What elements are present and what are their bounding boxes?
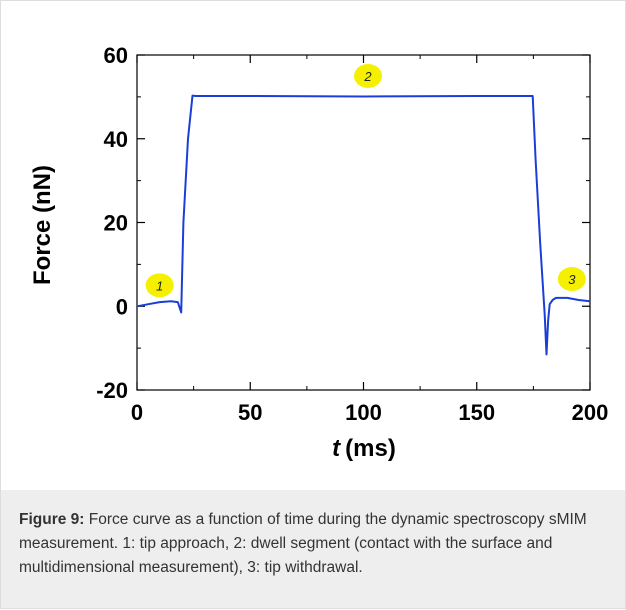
y-tick-label: 40 xyxy=(104,127,128,152)
segment-marker-label: 2 xyxy=(363,69,372,84)
x-tick-label: 0 xyxy=(131,400,143,425)
x-tick-label: 200 xyxy=(572,400,609,425)
y-tick-label: 0 xyxy=(116,294,128,319)
y-axis-title: Force (nN) xyxy=(29,165,56,285)
segment-marker-circle xyxy=(354,63,383,88)
segment-marker: 2 xyxy=(354,63,383,88)
figure-caption: Figure 9: Force curve as a function of t… xyxy=(1,490,625,608)
segment-marker-label: 1 xyxy=(156,278,163,293)
x-tick-label: 100 xyxy=(345,400,382,425)
segment-marker: 3 xyxy=(557,267,586,292)
segment-marker-circle xyxy=(557,267,586,292)
plot-area xyxy=(136,54,591,391)
caption-text: Figure 9: Force curve as a function of t… xyxy=(19,508,611,580)
y-tick-label: -20 xyxy=(96,378,128,403)
segment-marker-label: 3 xyxy=(568,272,576,287)
segment-marker: 1 xyxy=(145,273,174,298)
x-axis-title: t (ms) xyxy=(332,435,396,462)
caption-body: Force curve as a function of time during… xyxy=(19,511,587,576)
x-axis-title-variable: t xyxy=(332,435,341,462)
force-series-line xyxy=(136,94,591,356)
segment-marker-circle xyxy=(145,273,174,298)
x-tick-label: 150 xyxy=(458,400,495,425)
y-tick-label: 20 xyxy=(104,211,128,236)
x-axis-title-unit: (ms) xyxy=(345,435,396,462)
x-tick-label: 50 xyxy=(238,400,262,425)
caption-label: Figure 9: xyxy=(19,511,85,528)
y-tick-label: 60 xyxy=(104,43,128,68)
